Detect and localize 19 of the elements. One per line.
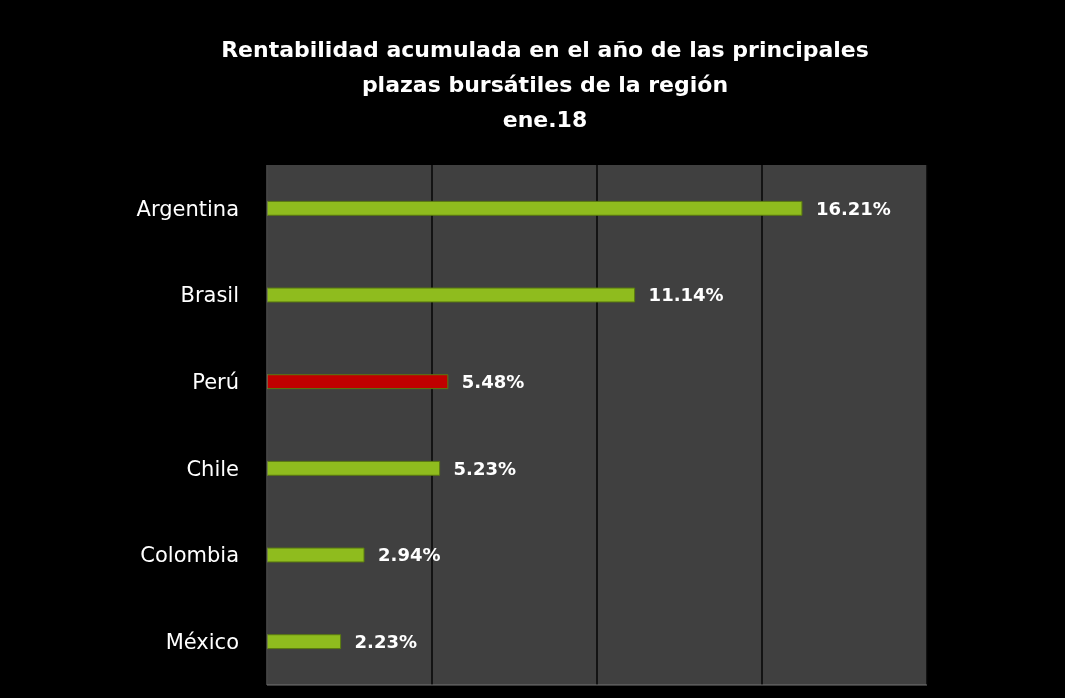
bar (267, 287, 636, 303)
data-label: 2.94% (378, 544, 441, 566)
y-tick-label: Chile (186, 456, 239, 481)
chart-subtitle: ene.18 (501, 106, 589, 134)
bar (267, 200, 803, 216)
y-tick-label: Perú (192, 370, 239, 395)
data-label: 2.23% (354, 631, 418, 653)
bar (267, 460, 441, 476)
data-label: 5.48% (461, 371, 525, 393)
data-label: 5.23% (453, 457, 517, 479)
y-tick-label: Brasil (180, 283, 239, 308)
y-tick-label: México (165, 630, 239, 655)
data-label: 16.21% (815, 197, 891, 219)
data-label: 11.14% (648, 284, 724, 306)
y-tick-label: Argentina (136, 196, 239, 221)
y-tick-label: Colombia (140, 543, 239, 568)
bar (267, 547, 365, 563)
bar (267, 374, 449, 390)
bar (267, 634, 342, 650)
